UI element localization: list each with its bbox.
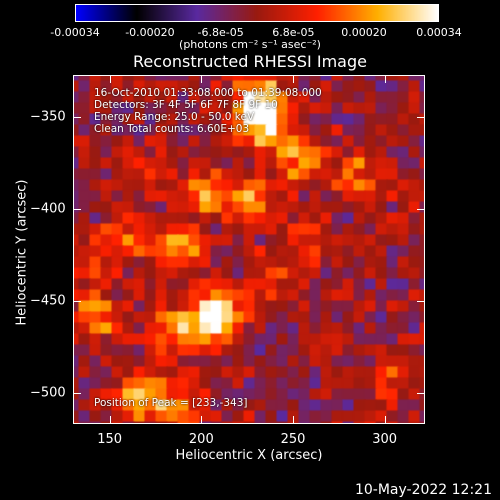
y-tick-mark bbox=[73, 300, 81, 302]
y-tick-label: −450 bbox=[30, 293, 66, 309]
x-tick-mark bbox=[201, 75, 203, 83]
plot-frame bbox=[73, 75, 425, 424]
timestamp: 10-May-2022 12:21 bbox=[354, 482, 492, 498]
x-tick-mark bbox=[384, 75, 386, 83]
x-tick-mark bbox=[293, 75, 294, 83]
annotation-time: 16-Oct-2010 01:33:08.000 to 01:39:08.000 bbox=[94, 87, 322, 99]
colorbar-tick-label: -6.8e-05 bbox=[197, 26, 244, 39]
x-tick-label: 300 bbox=[372, 432, 398, 447]
x-tick-label: 250 bbox=[280, 432, 306, 447]
y-tick-mark bbox=[417, 300, 425, 302]
y-axis-title: Heliocentric Y (arcsec) bbox=[14, 179, 30, 326]
colorbar-tick-label: 6.8e-05 bbox=[272, 26, 315, 39]
x-tick-label: 200 bbox=[188, 432, 214, 447]
annotation-peak: Position of Peak = [233,-343] bbox=[94, 397, 248, 409]
colorbar-tick-label: 0.00034 bbox=[416, 26, 462, 39]
chart-title: Reconstructed RHESSI Image bbox=[133, 52, 367, 71]
colorbar-tick-label: 0.00020 bbox=[341, 26, 387, 39]
colorbar-unit: (photons cm⁻² s⁻¹ asec⁻²) bbox=[179, 38, 321, 51]
heatmap-image bbox=[73, 75, 425, 424]
y-tick-label: −350 bbox=[30, 109, 66, 125]
colorbar bbox=[75, 4, 439, 22]
x-tick-mark bbox=[201, 416, 203, 424]
y-tick-mark bbox=[417, 117, 425, 119]
annotation-clean: Clean Total counts: 6.60E+03 bbox=[94, 123, 250, 135]
y-tick-mark bbox=[73, 209, 81, 211]
x-axis-title: Heliocentric X (arcsec) bbox=[175, 448, 323, 463]
x-tick-mark bbox=[293, 416, 294, 424]
x-tick-mark bbox=[109, 416, 111, 424]
y-tick-mark bbox=[73, 392, 81, 394]
y-tick-label: −500 bbox=[30, 385, 66, 401]
colorbar-tick-label: -0.00034 bbox=[50, 26, 100, 39]
annotation-energy: Energy Range: 25.0 - 50.0 keV bbox=[94, 111, 255, 123]
y-tick-label: −400 bbox=[30, 201, 66, 217]
x-tick-mark bbox=[109, 75, 111, 83]
x-tick-label: 150 bbox=[97, 432, 123, 447]
y-tick-mark bbox=[417, 392, 425, 394]
y-tick-mark bbox=[73, 117, 81, 119]
colorbar-tick-label: -0.00020 bbox=[125, 26, 175, 39]
x-tick-mark bbox=[384, 416, 386, 424]
annotation-detectors: Detectors: 3F 4F 5F 6F 7F 8F 9F 10 bbox=[94, 99, 278, 111]
y-tick-mark bbox=[417, 209, 425, 211]
